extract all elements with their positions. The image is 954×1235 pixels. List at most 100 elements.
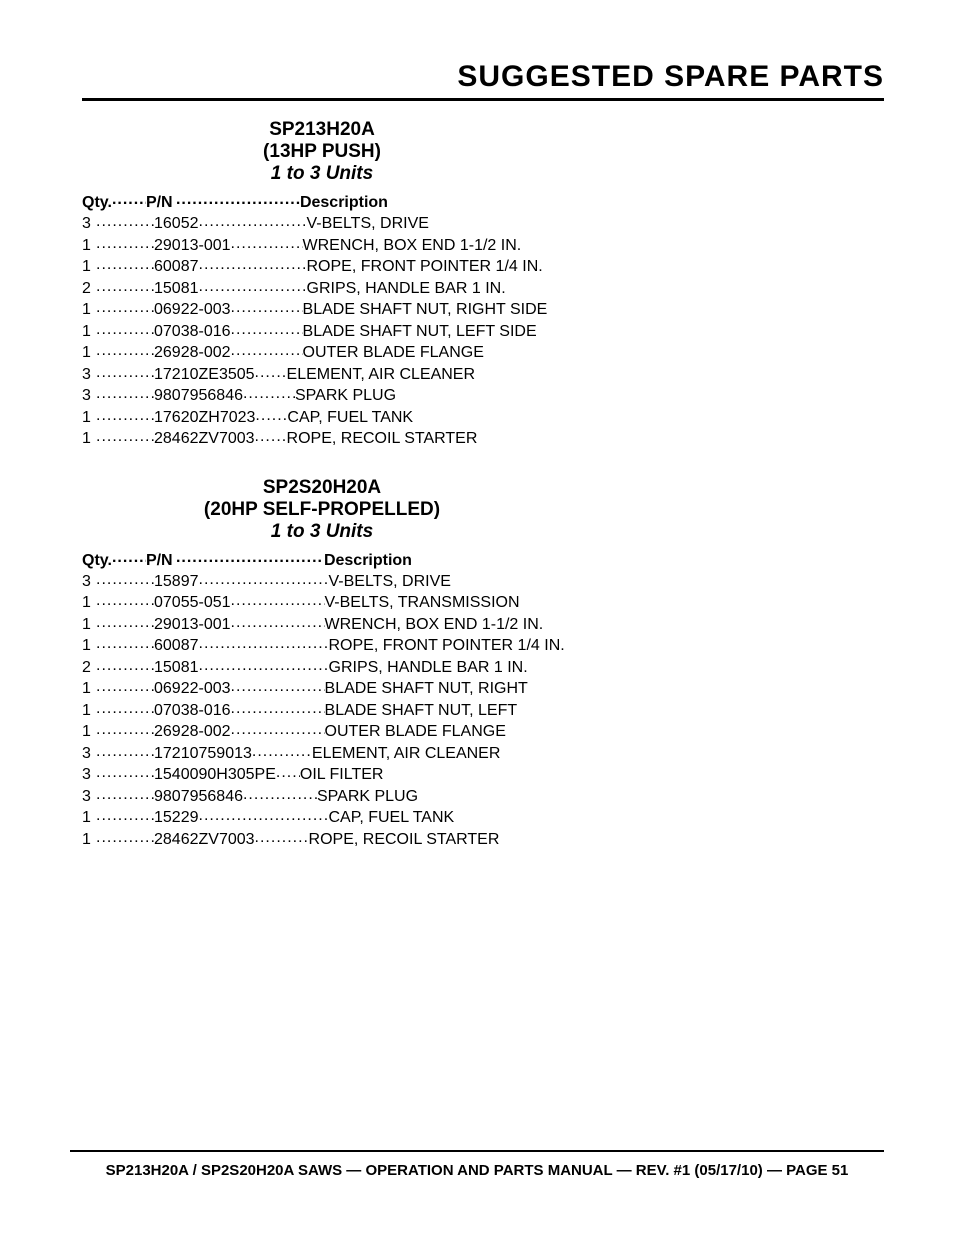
leader-dots [112,191,146,207]
cell-pn: 15229 [154,808,199,828]
footer-text: SP213H20A / SP2S20H20A SAWS — OPERATION … [70,1162,884,1179]
leader-dots [96,255,154,271]
leader-dots [276,763,300,779]
leader-dots [231,613,325,629]
cell-qty: 2 [82,279,96,299]
leader-dots [96,591,154,607]
table-header: Qty.P/NDescription [82,191,562,212]
table-row: 107055-051V-BELTS, TRANSMISSION [82,591,562,613]
cell-desc: BLADE SHAFT NUT, RIGHT SIDE [303,300,548,320]
cell-pn: 06922-003 [154,679,231,699]
cell-pn: 26928-002 [154,722,231,742]
cell-desc: ROPE, RECOIL STARTER [287,429,478,449]
cell-qty: 1 [82,408,96,428]
cell-qty: 3 [82,214,96,234]
leader-dots [255,828,309,844]
cell-pn: 28462ZV7003 [154,429,255,449]
leader-dots [255,427,287,443]
leader-dots [199,634,329,650]
table-row: 128462ZV7003ROPE, RECOIL STARTER [82,427,562,449]
cell-desc: OUTER BLADE FLANGE [325,722,506,742]
leader-dots [96,570,154,586]
cell-desc: WRENCH, BOX END 1-1/2 IN. [325,615,544,635]
table-row: 39807956846SPARK PLUG [82,785,562,807]
cell-qty: 2 [82,658,96,678]
cell-pn: 9807956846 [154,787,243,807]
cell-pn: 17620ZH7023 [154,408,255,428]
cell-pn: 17210ZE3505 [154,365,255,385]
cell-qty: 1 [82,322,96,342]
cell-qty: 3 [82,572,96,592]
cell-qty: 1 [82,257,96,277]
cell-desc: WRENCH, BOX END 1-1/2 IN. [303,236,522,256]
table-row: 315897V-BELTS, DRIVE [82,570,562,592]
leader-dots [96,363,154,379]
col-pn: P/N [146,194,176,212]
cell-qty: 1 [82,593,96,613]
leader-dots [96,406,154,422]
units-line: 1 to 3 Units [82,163,562,185]
cell-pn: 9807956846 [154,386,243,406]
table-row: 316052V-BELTS, DRIVE [82,212,562,234]
cell-desc: ROPE, FRONT POINTER 1/4 IN. [307,257,543,277]
table-row: 1 26928-002 OUTER BLADE FLANGE [82,720,562,742]
cell-desc: CAP, FUEL TANK [287,408,413,428]
leader-dots [96,634,154,650]
leader-dots [176,549,324,565]
cell-desc: BLADE SHAFT NUT, LEFT [325,701,518,721]
table-row: 129013-001WRENCH, BOX END 1-1/2 IN. [82,234,562,256]
cell-qty: 3 [82,744,96,764]
table-row: 115229CAP, FUEL TANK [82,806,562,828]
leader-dots [199,806,329,822]
table-row: 215081GRIPS, HANDLE BAR 1 IN. [82,656,562,678]
table-row: 106922-003BLADE SHAFT NUT, RIGHT SIDE [82,298,562,320]
cell-qty: 3 [82,765,96,785]
cell-qty: 1 [82,300,96,320]
parts-section: SP2S20H20A(20HP SELF-PROPELLED)1 to 3 Un… [82,477,562,850]
leader-dots [231,677,325,693]
cell-qty: 3 [82,365,96,385]
leader-dots [96,234,154,250]
leader-dots [96,785,154,801]
leader-dots [96,699,154,715]
leader-dots [199,277,307,293]
leader-dots [96,828,154,844]
table-row: 39807956846SPARK PLUG [82,384,562,406]
cell-pn: 60087 [154,257,199,277]
table-header: Qty.P/NDescription [82,549,562,570]
leader-dots [231,234,303,250]
cell-desc: GRIPS, HANDLE BAR 1 IN. [307,279,506,299]
leader-dots [199,212,307,228]
table-row: 31540090H305PEOIL FILTER [82,763,562,785]
cell-pn: 1540090H305PE [154,765,276,785]
cell-pn: 29013-001 [154,615,231,635]
cell-desc: ELEMENT, AIR CLEANER [287,365,476,385]
leader-dots [96,384,154,400]
table-row: 215081GRIPS, HANDLE BAR 1 IN. [82,277,562,299]
cell-desc: V-BELTS, TRANSMISSION [325,593,520,613]
leader-dots [199,570,329,586]
table-row: 1 60087 ROPE, FRONT POINTER 1/4 IN. [82,255,562,277]
col-qty: Qty. [82,552,112,570]
cell-pn: 26928-002 [154,343,231,363]
leader-dots [96,427,154,443]
hp-line: (20HP SELF-PROPELLED) [82,499,562,521]
cell-pn: 15081 [154,658,199,678]
units-line: 1 to 3 Units [82,521,562,543]
leader-dots [96,341,154,357]
cell-qty: 1 [82,722,96,742]
cell-desc: ROPE, FRONT POINTER 1/4 IN. [329,636,565,656]
cell-pn: 28462ZV7003 [154,830,255,850]
leader-dots [96,806,154,822]
table-body: 316052V-BELTS, DRIVE129013-001WRENCH, BO… [82,212,562,449]
leader-dots [96,742,154,758]
cell-pn: 07038-016 [154,322,231,342]
cell-desc: SPARK PLUG [295,386,396,406]
table-row: 1 17620ZH7023 CAP, FUEL TANK [82,406,562,428]
cell-desc: V-BELTS, DRIVE [329,572,451,592]
title-rule [82,98,884,101]
leader-dots [231,699,325,715]
table-row: 126928-002OUTER BLADE FLANGE [82,341,562,363]
cell-qty: 1 [82,236,96,256]
leader-dots [231,320,303,336]
